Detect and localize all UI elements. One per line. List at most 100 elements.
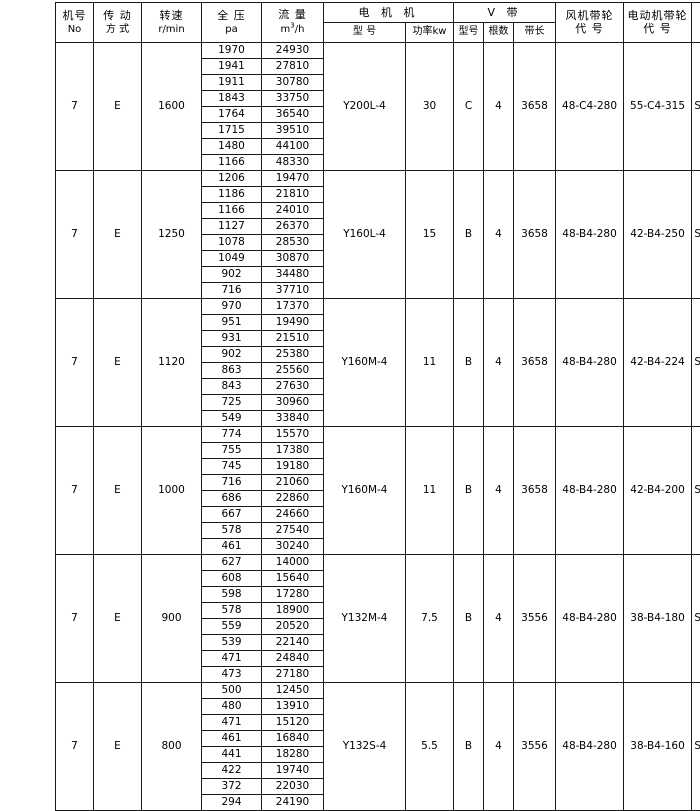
cell-total-pressure: 1078 (202, 235, 262, 251)
cell-flow-rate: 33750 (262, 91, 324, 107)
cell-total-pressure: 951 (202, 315, 262, 331)
cell-total-pressure: 1715 (202, 123, 262, 139)
cell-fan-pulley: 48-B4-280 (556, 683, 624, 811)
cell-total-pressure: 422 (202, 763, 262, 779)
cell-drive-type: E (94, 683, 142, 811)
cell-motor-model: Y160L-4 (324, 171, 406, 299)
cell-total-pressure: 559 (202, 619, 262, 635)
header-machine-no: 机号 No (56, 3, 94, 43)
header-pressure-cn: 全 压 (217, 9, 246, 22)
header-motor-model: 型 号 (324, 23, 406, 43)
cell-flow-rate: 24190 (262, 795, 324, 811)
cell-total-pressure: 627 (202, 555, 262, 571)
cell-total-pressure: 1843 (202, 91, 262, 107)
cell-flow-rate: 19740 (262, 763, 324, 779)
spec-table-container: 机号 No 传 动 方 式 转速 r/min (55, 2, 645, 811)
cell-machine-no: 7 (56, 171, 94, 299)
cell-total-pressure: 480 (202, 699, 262, 715)
header-speed: 转速 r/min (142, 3, 202, 43)
cell-flow-rate: 44100 (262, 139, 324, 155)
cell-flow-rate: 30960 (262, 395, 324, 411)
header-flow-unit-m: m (281, 24, 291, 35)
header-flow-rate: 流 量 m3/h (262, 3, 324, 43)
cell-total-pressure: 745 (202, 459, 262, 475)
cell-motor-power: 7.5 (406, 555, 454, 683)
cell-flow-rate: 16840 (262, 731, 324, 747)
cell-fan-pulley: 48-B4-280 (556, 299, 624, 427)
header-total-pressure: 全 压 pa (202, 3, 262, 43)
cell-motor-model: Y132S-4 (324, 683, 406, 811)
header-motor-rail: 电动机导轨 （二套） 代 号 (692, 3, 700, 43)
cell-vbelt-count: 4 (484, 555, 514, 683)
cell-total-pressure: 1480 (202, 139, 262, 155)
cell-total-pressure: 578 (202, 523, 262, 539)
cell-drive-type: E (94, 555, 142, 683)
cell-flow-rate: 34480 (262, 267, 324, 283)
header-motor-power: 功率kw (406, 23, 454, 43)
cell-flow-rate: 24840 (262, 651, 324, 667)
header-row-1: 机号 No 传 动 方 式 转速 r/min (56, 3, 700, 23)
fan-specification-table: 机号 No 传 动 方 式 转速 r/min (55, 2, 700, 811)
header-fan-pulley: 风机带轮 代 号 (556, 3, 624, 43)
cell-total-pressure: 725 (202, 395, 262, 411)
cell-motor-pulley: 42-B4-224 (624, 299, 692, 427)
header-motor-group: 电 机 机 (324, 3, 454, 23)
cell-motor-pulley: 42-B4-200 (624, 427, 692, 555)
cell-total-pressure: 1911 (202, 75, 262, 91)
cell-total-pressure: 1941 (202, 59, 262, 75)
cell-total-pressure: 471 (202, 651, 262, 667)
cell-flow-rate: 27540 (262, 523, 324, 539)
cell-motor-power: 11 (406, 299, 454, 427)
cell-flow-rate: 30870 (262, 251, 324, 267)
header-vbelt-type: 型号 (454, 23, 484, 43)
cell-drive-type: E (94, 427, 142, 555)
cell-flow-rate: 19180 (262, 459, 324, 475)
cell-motor-rail: ST0201X02 (692, 555, 700, 683)
cell-total-pressure: 1127 (202, 219, 262, 235)
cell-total-pressure: 294 (202, 795, 262, 811)
cell-total-pressure: 372 (202, 779, 262, 795)
cell-total-pressure: 441 (202, 747, 262, 763)
cell-motor-model: Y132M-4 (324, 555, 406, 683)
cell-speed: 1600 (142, 43, 202, 171)
cell-total-pressure: 500 (202, 683, 262, 699)
cell-flow-rate: 27180 (262, 667, 324, 683)
cell-flow-rate: 15640 (262, 571, 324, 587)
cell-flow-rate: 21510 (262, 331, 324, 347)
cell-flow-rate: 22860 (262, 491, 324, 507)
header-machine-no-en: No (68, 24, 82, 35)
cell-flow-rate: 28530 (262, 235, 324, 251)
cell-motor-power: 30 (406, 43, 454, 171)
cell-flow-rate: 15570 (262, 427, 324, 443)
header-fan-pulley-l1: 风机带轮 (566, 9, 614, 22)
cell-vbelt-count: 4 (484, 171, 514, 299)
cell-flow-rate: 27810 (262, 59, 324, 75)
cell-drive-type: E (94, 43, 142, 171)
cell-machine-no: 7 (56, 427, 94, 555)
cell-motor-power: 11 (406, 427, 454, 555)
cell-total-pressure: 970 (202, 299, 262, 315)
cell-flow-rate: 22030 (262, 779, 324, 795)
header-flow-unit: m3/h (281, 24, 305, 35)
cell-flow-rate: 39510 (262, 123, 324, 139)
cell-motor-model: Y200L-4 (324, 43, 406, 171)
header-flow-cn: 流 量 (278, 8, 307, 21)
cell-total-pressure: 471 (202, 715, 262, 731)
cell-total-pressure: 686 (202, 491, 262, 507)
cell-fan-pulley: 48-C4-280 (556, 43, 624, 171)
cell-vbelt-length: 3658 (514, 427, 556, 555)
cell-motor-model: Y160M-4 (324, 427, 406, 555)
cell-flow-rate: 19470 (262, 171, 324, 187)
header-motor-pulley-l2: 代 号 (643, 22, 672, 35)
cell-flow-rate: 36540 (262, 107, 324, 123)
cell-flow-rate: 18900 (262, 603, 324, 619)
cell-flow-rate: 17280 (262, 587, 324, 603)
header-drive-cn: 传 动 (103, 9, 132, 22)
cell-flow-rate: 20520 (262, 619, 324, 635)
cell-fan-pulley: 48-B4-280 (556, 555, 624, 683)
cell-speed: 900 (142, 555, 202, 683)
cell-flow-rate: 24930 (262, 43, 324, 59)
cell-flow-rate: 25560 (262, 363, 324, 379)
